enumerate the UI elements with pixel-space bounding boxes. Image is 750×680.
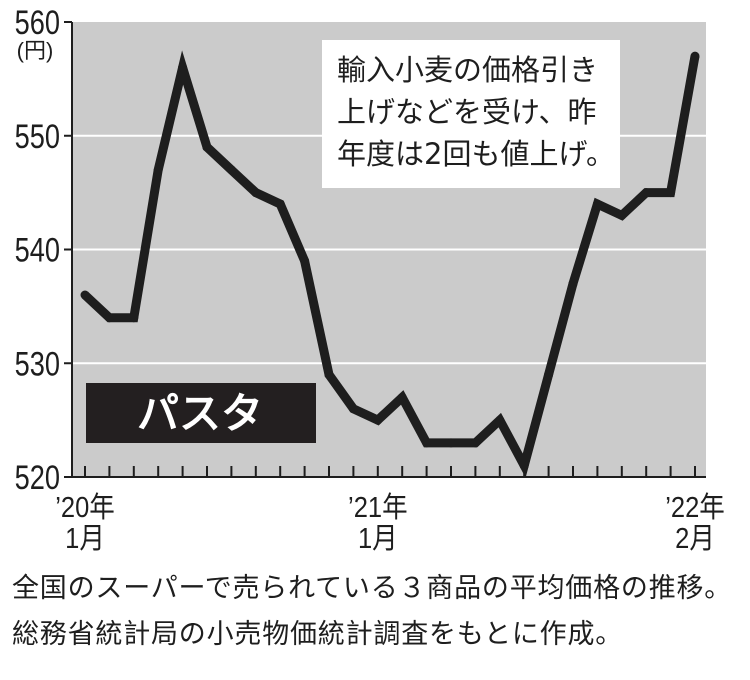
data-point-2021-06 — [495, 415, 505, 425]
annotation-box: 輸入小麦の価格引き 上げなどを受け、昨 年度は2回も値上げ。 — [322, 40, 620, 188]
data-point-2021-11 — [617, 210, 627, 220]
data-point-2021-08 — [544, 370, 554, 380]
x-tick-label-2021-01-1: 1月 — [358, 521, 398, 554]
y-tick-label-550: 550 — [15, 117, 60, 156]
axes — [64, 21, 706, 478]
data-point-2020-04 — [153, 165, 163, 175]
y-axis-labels: 560 550 540 530 520 — [15, 3, 60, 497]
series-label: パスタ — [137, 389, 263, 438]
data-point-2021-12 — [641, 188, 651, 198]
data-point-2021-02 — [397, 392, 407, 402]
data-point-2020-09 — [275, 199, 285, 209]
data-point-2020-11 — [324, 370, 334, 380]
data-point-2021-10 — [592, 199, 602, 209]
data-point-2020-06 — [202, 142, 212, 152]
data-point-2020-02 — [104, 313, 114, 323]
y-tick-label-540: 540 — [15, 231, 60, 270]
y-tick-label-520: 520 — [15, 458, 60, 497]
data-point-2022-01 — [666, 188, 676, 198]
data-point-2020-05 — [178, 63, 188, 72]
annotation-background — [322, 40, 620, 188]
annotation-line-3: 年度は2回も値上げ。 — [337, 137, 615, 171]
data-point-2021-01 — [373, 415, 383, 425]
x-tick-label-2022-02-0: ’22年 — [665, 490, 725, 523]
data-point-2021-04 — [446, 438, 456, 448]
annotation-line-2: 上げなどを受け、昨 — [337, 95, 597, 129]
data-point-2020-10 — [300, 256, 310, 266]
x-tick-label-2021-01-0: ’21年 — [348, 490, 408, 523]
data-point-2020-12 — [348, 404, 358, 414]
x-tick-label-2020-01-0: ’20年 — [55, 490, 115, 523]
data-point-2022-02 — [690, 51, 700, 61]
series-line — [81, 50, 700, 478]
data-point-2021-09 — [568, 279, 578, 289]
data-point-2020-03 — [129, 313, 139, 323]
series-label-box: パスタ — [86, 383, 316, 443]
y-tick-label-530: 530 — [15, 344, 60, 383]
y-axis-unit: (円) — [17, 38, 54, 63]
x-tick-label-2020-01-1: 1月 — [65, 521, 105, 554]
annotation-line-1: 輸入小麦の価格引き — [337, 53, 598, 87]
caption-line-1: 全国のスーパーで売られている３商品の平均価格の推移。 — [12, 573, 733, 604]
series-label-background — [86, 383, 316, 443]
data-point-2020-08 — [251, 188, 261, 198]
data-point-2020-01 — [80, 290, 90, 300]
x-tick-label-2022-02-1: 2月 — [675, 521, 715, 554]
series-pasta — [80, 50, 700, 478]
caption-line-2: 総務省統計局の小売物価統計調査をもとに作成。 — [12, 619, 624, 650]
data-point-2021-07 — [519, 461, 529, 471]
data-point-2021-05 — [470, 438, 480, 448]
data-point-2021-03 — [422, 438, 432, 448]
data-point-2020-07 — [226, 165, 236, 175]
y-tick-label-560: 560 — [15, 3, 60, 42]
